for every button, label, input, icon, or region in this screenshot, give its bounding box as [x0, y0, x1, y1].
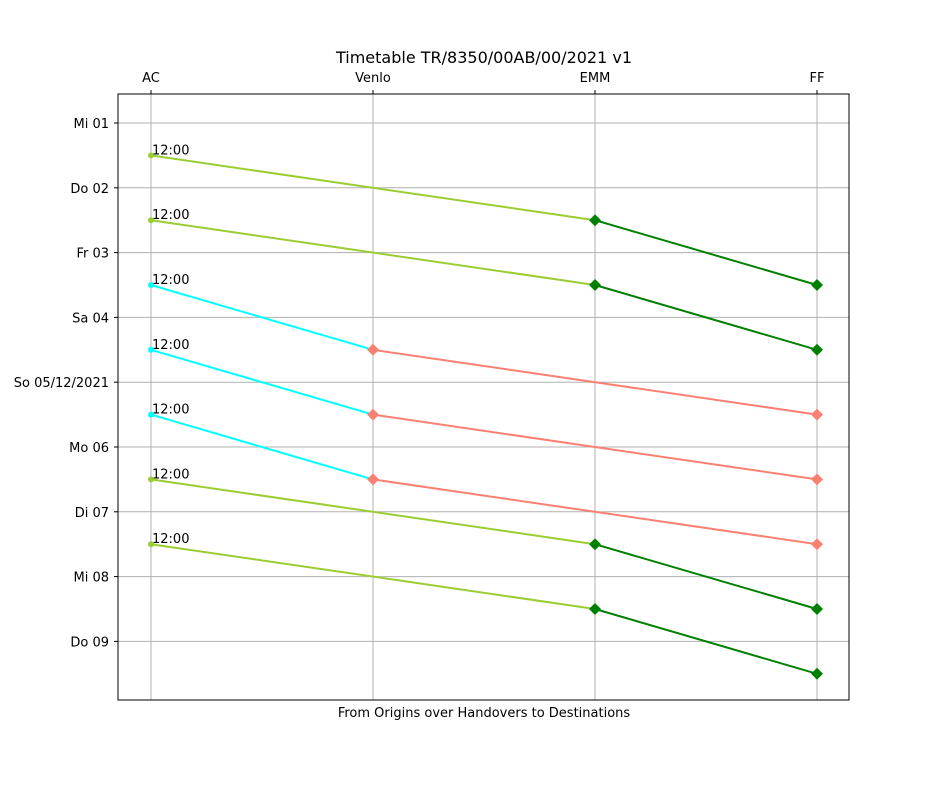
chart-title: Timetable TR/8350/00AB/00/2021 v1 [335, 48, 632, 67]
y-tick-label: So 05/12/2021 [14, 376, 109, 391]
destination-point [811, 667, 823, 680]
departure-time-label: 12:00 [152, 208, 189, 223]
y-tick-label: Do 09 [70, 635, 109, 650]
x-tick-label: AC [142, 71, 160, 86]
y-tick-label: Di 07 [75, 506, 109, 521]
departure-time-label: 12:00 [152, 467, 189, 482]
y-tick-label: Do 02 [70, 182, 109, 197]
origin-point [148, 411, 154, 418]
series-line-handover [594, 219, 818, 286]
y-tick-label: Mo 06 [69, 441, 109, 456]
series-line-handover [594, 284, 818, 351]
y-tick-label: Fr 03 [76, 247, 109, 262]
x-tick-label: EMM [580, 71, 611, 86]
origin-point [148, 282, 154, 288]
series-line-origin [150, 543, 596, 610]
series-line-origin [150, 284, 374, 351]
data-layer: 12:00 12:00 12:00 12:00 12:00 12:00 12:00 [148, 143, 823, 680]
series-line-handover [372, 478, 818, 546]
series-line-origin [150, 154, 596, 222]
departure-time-label: 12:00 [152, 338, 189, 353]
origin-point [148, 346, 154, 353]
handover-point [589, 279, 601, 291]
series-line-handover [594, 543, 818, 610]
y-tick-label: Mi 08 [73, 571, 109, 586]
destination-point [811, 279, 823, 291]
destination-point [811, 343, 823, 356]
handover-point [367, 408, 379, 421]
x-axis-label: From Origins over Handovers to Destinati… [338, 706, 631, 721]
grid-lines [118, 94, 849, 700]
departure-time-label: 12:00 [152, 143, 189, 158]
x-tick-label: Venlo [355, 71, 391, 86]
series-line-handover [594, 608, 818, 675]
x-tick-label: FF [810, 71, 825, 86]
departure-time-label: 12:00 [152, 403, 189, 418]
series-line-handover [372, 413, 818, 481]
origin-point [148, 217, 154, 224]
series-line-handover [372, 348, 818, 416]
y-tick-label: Mi 01 [73, 117, 109, 132]
handover-point [367, 473, 379, 486]
series-line-origin [150, 219, 596, 286]
handover-point [367, 343, 379, 356]
destination-point [811, 538, 823, 551]
destination-point [811, 473, 823, 486]
origin-point [148, 476, 154, 483]
handover-point [589, 214, 601, 227]
series-line-origin [150, 348, 374, 416]
origin-point [148, 152, 154, 159]
y-tick-label: Sa 04 [72, 311, 109, 326]
series-line-origin [150, 478, 596, 546]
series-line-origin [150, 413, 374, 481]
departure-time-label: 12:00 [152, 532, 189, 547]
handover-point [589, 603, 601, 615]
destination-point [811, 408, 823, 421]
destination-point [811, 603, 823, 615]
origin-point [148, 541, 154, 548]
tick-layer: AC Venlo EMM FF Mi 01 Do 02 Fr 03 Sa 04 So 05/12… [14, 71, 825, 650]
departure-time-label: 12:00 [152, 273, 189, 288]
handover-point [589, 538, 601, 551]
plot-frame [117, 93, 850, 701]
